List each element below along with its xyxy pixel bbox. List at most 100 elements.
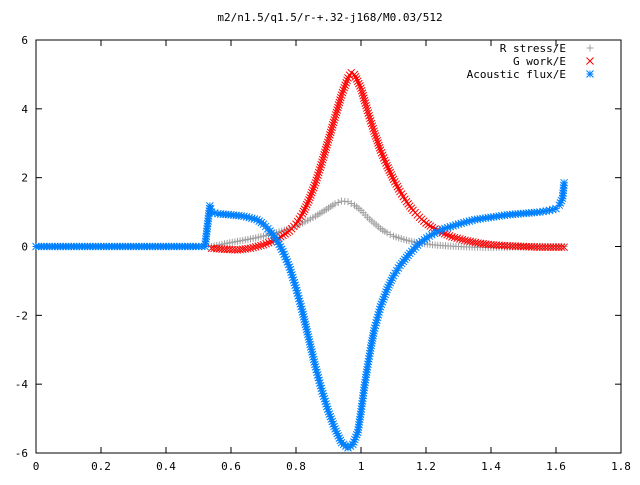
- data-point: [365, 111, 373, 120]
- data-point: [343, 76, 351, 85]
- legend-label: Acoustic flux/E: [467, 68, 566, 81]
- data-point: [323, 140, 331, 149]
- x-tick-label: 1.8: [611, 460, 631, 473]
- data-point: [251, 242, 260, 251]
- data-point: [379, 295, 388, 304]
- data-point: [300, 205, 309, 214]
- data-point: [346, 442, 355, 450]
- legend-label: R stress/E: [500, 42, 566, 55]
- data-point: [362, 104, 371, 112]
- data-point: [337, 91, 346, 99]
- data-point: [351, 72, 360, 81]
- data-point: [363, 106, 372, 115]
- data-point: [331, 200, 339, 208]
- data-point: [330, 116, 339, 124]
- data-point: [294, 291, 303, 300]
- data-point: [375, 143, 384, 152]
- data-point: [291, 281, 300, 290]
- data-point: [312, 176, 321, 185]
- data-point: [430, 229, 439, 238]
- data-point: [281, 252, 290, 261]
- data-point: [358, 89, 367, 98]
- data-point: [315, 166, 324, 174]
- data-point: [392, 180, 400, 189]
- data-point: [538, 243, 547, 252]
- data-point: [535, 208, 544, 216]
- data-point: [376, 302, 385, 311]
- data-point: [282, 255, 291, 264]
- data-point: [350, 435, 359, 444]
- data-point: [324, 407, 333, 416]
- data-point: [549, 243, 558, 252]
- data-point: [318, 155, 327, 164]
- data-point: [375, 308, 383, 316]
- data-point: [299, 310, 307, 319]
- data-point: [362, 101, 370, 110]
- data-point: [383, 229, 391, 237]
- data-point: [281, 230, 290, 238]
- data-point: [460, 218, 468, 227]
- data-point: [305, 196, 313, 204]
- data-point: [306, 340, 315, 349]
- data-point: [377, 148, 386, 157]
- x-tick-label: 0.6: [221, 460, 241, 473]
- data-point: [443, 223, 452, 232]
- data-point: [286, 265, 295, 274]
- data-point: [385, 281, 394, 289]
- data-point: [333, 106, 342, 114]
- y-tick-label: 4: [21, 103, 28, 116]
- data-point: [313, 371, 322, 379]
- data-point: [336, 436, 345, 445]
- data-point: [382, 288, 390, 296]
- data-point: [307, 345, 316, 354]
- data-point: [307, 188, 316, 197]
- data-point: [451, 221, 460, 229]
- data-point: [465, 217, 474, 225]
- data-point: [314, 171, 322, 179]
- data-point: [357, 86, 366, 95]
- data-point: [315, 379, 324, 387]
- y-tick-label: 2: [21, 172, 28, 185]
- data-point: [331, 111, 340, 119]
- data-point: [290, 278, 299, 287]
- data-point: [378, 297, 387, 306]
- data-point: [206, 205, 215, 213]
- data-point: [373, 313, 382, 322]
- data-point: [325, 133, 334, 142]
- data-point: [309, 355, 318, 364]
- data-point: [354, 79, 363, 88]
- data-point: [384, 164, 392, 172]
- data-point: [273, 238, 282, 246]
- data-point: [373, 136, 382, 145]
- data-point: [309, 183, 318, 192]
- data-point: [316, 381, 325, 390]
- data-point: [386, 278, 395, 287]
- data-point: [334, 101, 343, 109]
- data-point: [246, 244, 255, 253]
- data-point: [361, 99, 370, 107]
- data-point: [435, 226, 444, 235]
- data-point: [312, 365, 321, 374]
- data-point: [257, 241, 265, 250]
- data-point: [560, 243, 568, 252]
- data-point: [380, 293, 389, 301]
- data-point: [380, 156, 389, 165]
- data-point: [446, 222, 455, 231]
- data-point: [384, 283, 392, 292]
- data-point: [418, 237, 426, 246]
- data-point: [560, 178, 568, 187]
- data-point: [556, 199, 565, 207]
- data-point: [206, 202, 214, 210]
- data-point: [302, 200, 311, 209]
- data-point: [450, 233, 459, 242]
- data-point: [339, 86, 348, 95]
- data-point: [359, 91, 368, 100]
- data-point: [383, 161, 391, 170]
- data-point: [364, 109, 373, 117]
- data-point: [388, 274, 397, 282]
- data-point: [381, 290, 389, 299]
- data-point: [323, 138, 332, 147]
- data-point: [321, 148, 329, 157]
